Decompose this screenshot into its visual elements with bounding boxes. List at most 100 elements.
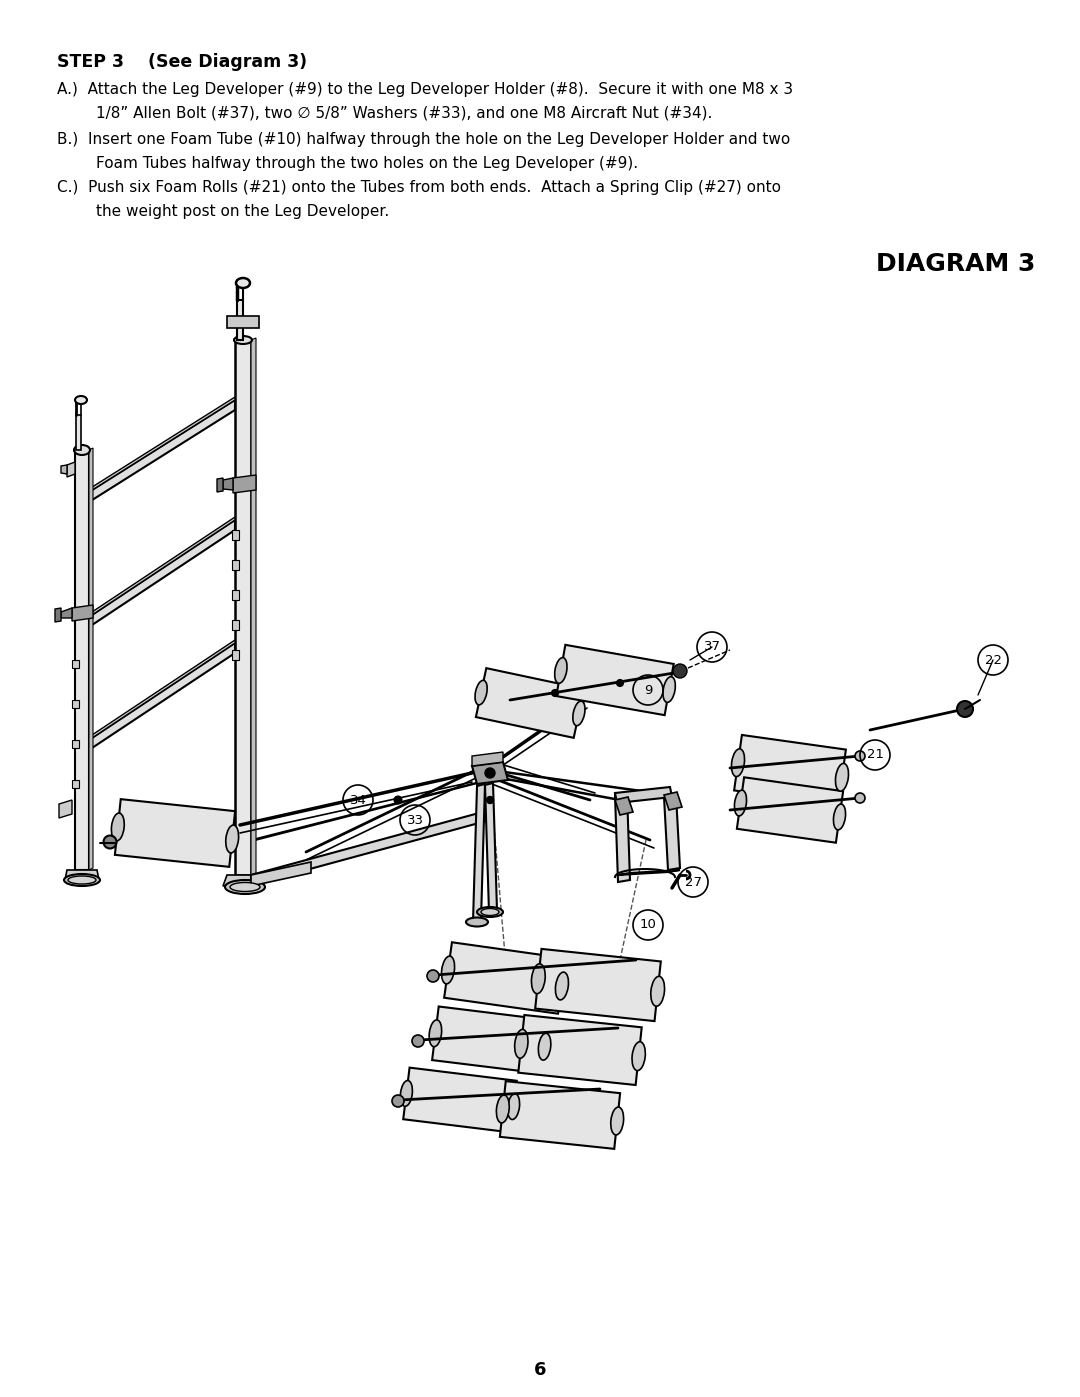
Polygon shape xyxy=(615,798,633,814)
Polygon shape xyxy=(444,942,566,1014)
Polygon shape xyxy=(89,517,235,617)
Ellipse shape xyxy=(68,876,96,884)
Polygon shape xyxy=(518,1016,642,1085)
Text: 37: 37 xyxy=(703,640,720,654)
Polygon shape xyxy=(60,465,67,474)
Ellipse shape xyxy=(555,658,567,683)
Ellipse shape xyxy=(515,1030,528,1059)
Polygon shape xyxy=(114,799,235,868)
Polygon shape xyxy=(664,792,681,810)
Ellipse shape xyxy=(230,883,260,891)
Ellipse shape xyxy=(475,680,487,705)
Polygon shape xyxy=(734,735,846,805)
Polygon shape xyxy=(235,339,251,875)
Ellipse shape xyxy=(427,970,438,982)
Polygon shape xyxy=(251,862,311,886)
Polygon shape xyxy=(664,795,680,870)
Ellipse shape xyxy=(75,446,90,455)
Ellipse shape xyxy=(611,1106,623,1134)
Ellipse shape xyxy=(834,805,846,830)
Text: 9: 9 xyxy=(644,683,652,697)
Ellipse shape xyxy=(508,1094,519,1119)
Circle shape xyxy=(673,664,687,678)
Text: 34: 34 xyxy=(350,793,366,806)
Polygon shape xyxy=(536,949,661,1021)
Polygon shape xyxy=(89,397,235,492)
Polygon shape xyxy=(76,415,81,450)
Ellipse shape xyxy=(75,395,87,404)
Polygon shape xyxy=(232,560,239,570)
Ellipse shape xyxy=(392,1095,404,1106)
Ellipse shape xyxy=(226,826,239,854)
Circle shape xyxy=(486,796,494,803)
Polygon shape xyxy=(60,608,72,617)
Polygon shape xyxy=(251,338,256,875)
Text: 6: 6 xyxy=(534,1361,546,1379)
Circle shape xyxy=(552,690,558,697)
Polygon shape xyxy=(75,450,89,870)
Text: 21: 21 xyxy=(866,749,883,761)
Polygon shape xyxy=(476,668,584,738)
Polygon shape xyxy=(72,659,79,668)
Circle shape xyxy=(617,679,623,686)
Polygon shape xyxy=(89,400,235,502)
Ellipse shape xyxy=(237,278,249,288)
Polygon shape xyxy=(251,780,490,840)
Ellipse shape xyxy=(855,793,865,803)
Polygon shape xyxy=(232,529,239,541)
Polygon shape xyxy=(251,810,490,886)
Polygon shape xyxy=(72,700,79,708)
Polygon shape xyxy=(472,761,508,784)
Polygon shape xyxy=(72,605,93,622)
Text: 33: 33 xyxy=(406,813,423,827)
Ellipse shape xyxy=(64,875,100,886)
Polygon shape xyxy=(59,800,72,819)
Circle shape xyxy=(485,768,495,778)
Polygon shape xyxy=(232,650,239,659)
Ellipse shape xyxy=(429,1020,442,1046)
Ellipse shape xyxy=(477,907,503,916)
Polygon shape xyxy=(89,520,235,627)
Ellipse shape xyxy=(734,791,746,816)
Ellipse shape xyxy=(651,977,664,1006)
Polygon shape xyxy=(485,782,497,912)
Text: C.)  Push six Foam Rolls (#21) onto the Tubes from both ends.  Attach a Spring C: C.) Push six Foam Rolls (#21) onto the T… xyxy=(57,180,781,196)
Polygon shape xyxy=(473,784,485,922)
Polygon shape xyxy=(556,645,674,715)
Polygon shape xyxy=(227,316,259,328)
Text: Foam Tubes halfway through the two holes on the Leg Developer (#9).: Foam Tubes halfway through the two holes… xyxy=(57,156,638,170)
Polygon shape xyxy=(432,1006,548,1073)
Circle shape xyxy=(394,796,402,805)
Polygon shape xyxy=(615,793,630,882)
Ellipse shape xyxy=(234,337,252,344)
Polygon shape xyxy=(89,643,235,750)
Polygon shape xyxy=(403,1067,516,1133)
Ellipse shape xyxy=(531,964,545,993)
Ellipse shape xyxy=(538,1034,551,1060)
Ellipse shape xyxy=(555,972,568,1000)
Text: the weight post on the Leg Developer.: the weight post on the Leg Developer. xyxy=(57,204,389,219)
Polygon shape xyxy=(232,590,239,599)
Ellipse shape xyxy=(481,908,499,915)
Ellipse shape xyxy=(225,880,265,894)
Polygon shape xyxy=(65,870,99,880)
Polygon shape xyxy=(615,787,672,803)
Polygon shape xyxy=(222,875,264,886)
Ellipse shape xyxy=(442,956,455,983)
Ellipse shape xyxy=(465,918,488,926)
Text: STEP 3    (See Diagram 3): STEP 3 (See Diagram 3) xyxy=(57,53,307,71)
Polygon shape xyxy=(500,1081,620,1148)
Polygon shape xyxy=(737,777,843,842)
Ellipse shape xyxy=(663,676,675,703)
Text: 27: 27 xyxy=(685,876,702,888)
Text: A.)  Attach the Leg Developer (#9) to the Leg Developer Holder (#8).  Secure it : A.) Attach the Leg Developer (#9) to the… xyxy=(57,82,793,96)
Polygon shape xyxy=(618,870,680,875)
Text: 22: 22 xyxy=(985,654,1001,666)
Polygon shape xyxy=(89,640,235,740)
Polygon shape xyxy=(233,475,256,493)
Ellipse shape xyxy=(104,835,117,848)
Polygon shape xyxy=(55,608,60,622)
Polygon shape xyxy=(72,780,79,788)
Ellipse shape xyxy=(731,749,744,777)
Ellipse shape xyxy=(855,752,865,761)
